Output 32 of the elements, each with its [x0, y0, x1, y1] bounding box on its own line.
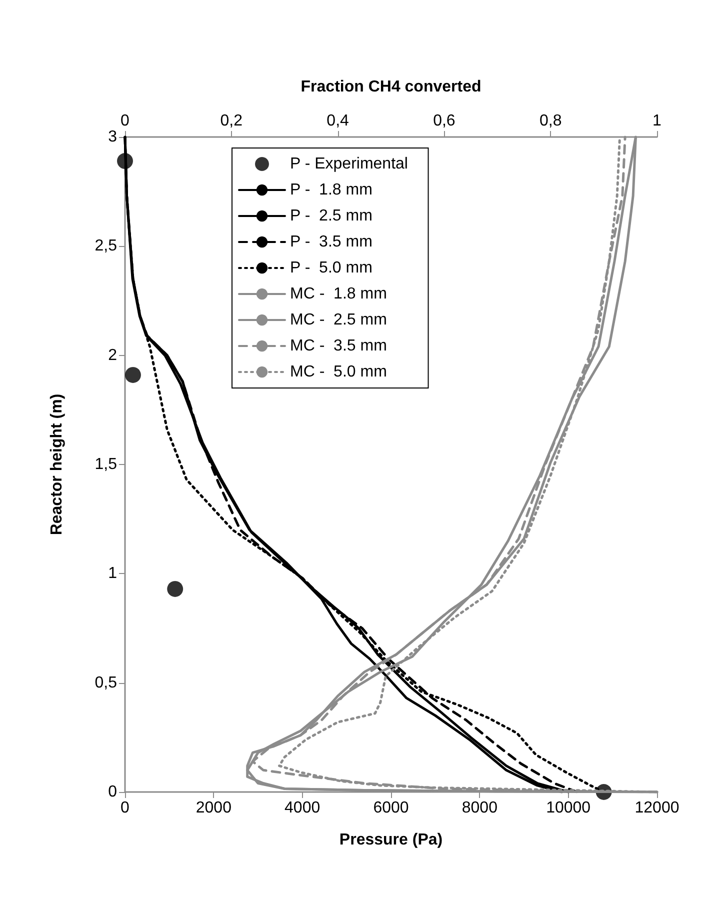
y-tick-label: 1,5: [94, 456, 118, 473]
y-tick-label: 3: [108, 128, 118, 146]
x2-tick-label: 0,6: [433, 112, 456, 130]
legend-label: P - 5.0 mm: [290, 260, 372, 276]
legend-label: P - 3.5 mm: [290, 234, 372, 250]
x-axis-title: Pressure (Pa): [339, 832, 443, 848]
y-tick-label: 0,5: [94, 674, 118, 692]
legend-label: MC - 5.0 mm: [290, 364, 387, 380]
legend-label: MC - 3.5 mm: [290, 338, 387, 354]
x2-axis-title: Fraction CH4 converted: [300, 78, 482, 96]
x2-tick-label: 0,8: [539, 112, 562, 130]
x-tick-label: 6000: [373, 800, 409, 816]
x2-tick-label: 0,2: [220, 112, 243, 130]
x-tick-label: 0: [120, 800, 130, 816]
x2-tick-label: 0: [120, 112, 130, 130]
x-tick-label: 10000: [546, 800, 591, 816]
x2-tick-label: 1: [652, 112, 662, 130]
legend-label: P - Experimental: [290, 156, 408, 172]
x-tick-label: 4000: [284, 800, 320, 816]
y-tick-label: 0: [108, 784, 118, 800]
legend-label: P - 2.5 mm: [290, 208, 372, 224]
x-tick-label: 2000: [196, 800, 232, 816]
legend-label: MC - 2.5 mm: [290, 312, 387, 328]
y-axis-title: Reactor height (m): [48, 394, 66, 536]
x2-tick-label: 0,4: [326, 112, 350, 130]
x-tick-label: 8000: [462, 800, 498, 816]
legend-label: P - 1.8 mm: [290, 182, 372, 198]
legend-label: MC - 1.8 mm: [290, 286, 387, 302]
y-tick-label: 2: [108, 346, 118, 364]
y-tick-label: 2,5: [94, 238, 118, 255]
x-tick-label: 12000: [634, 800, 680, 816]
y-tick-label: 1: [108, 565, 118, 582]
